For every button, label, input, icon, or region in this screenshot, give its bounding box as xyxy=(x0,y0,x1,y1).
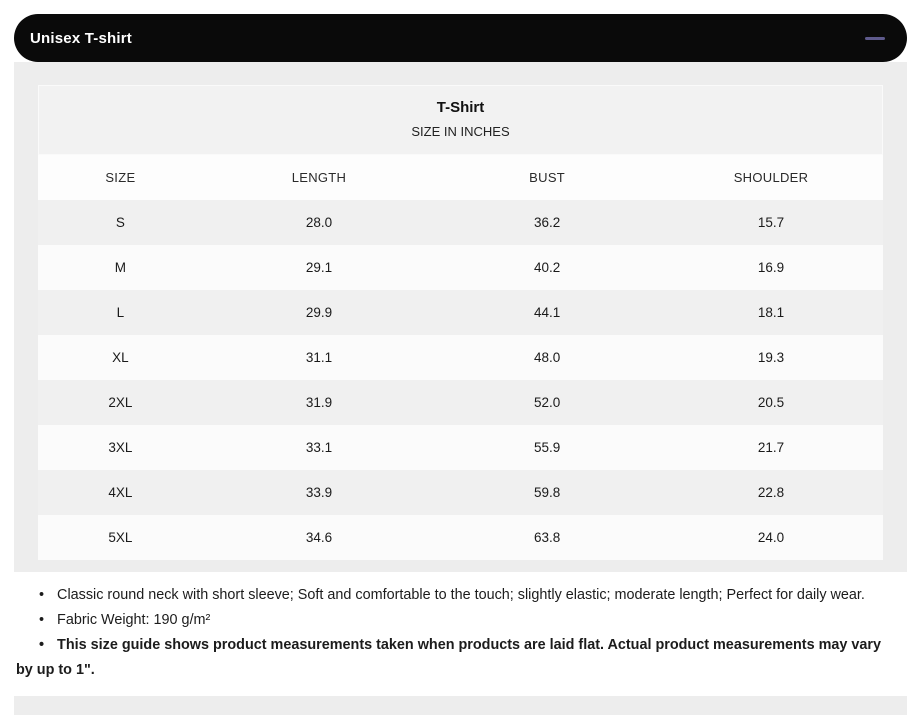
cell-size: XL xyxy=(112,350,129,365)
table-row: 4XL 33.9 59.8 22.8 xyxy=(38,470,883,515)
cell-size: L xyxy=(116,305,125,320)
note-text: This size guide shows product measuremen… xyxy=(16,637,882,678)
note-item: Classic round neck with short sleeve; So… xyxy=(16,583,895,608)
column-header-length: LENGTH xyxy=(291,170,347,185)
table-row: XL 31.1 48.0 19.3 xyxy=(38,335,883,380)
cell-length: 28.0 xyxy=(305,215,333,230)
cell-bust: 48.0 xyxy=(533,350,561,365)
note-item: This size guide shows product measuremen… xyxy=(16,633,895,683)
accordion-title: Unisex T-shirt xyxy=(30,29,132,47)
product-notes-card: Classic round neck with short sleeve; So… xyxy=(14,572,907,696)
column-header-bust: BUST xyxy=(529,170,566,185)
cell-shoulder: 20.5 xyxy=(757,395,785,410)
cell-size: M xyxy=(114,260,126,275)
cell-shoulder: 24.0 xyxy=(757,530,785,545)
column-header-shoulder: SHOULDER xyxy=(733,170,809,185)
column-header-row: SIZE LENGTH BUST SHOULDER xyxy=(38,155,883,200)
cell-shoulder: 16.9 xyxy=(757,260,785,275)
size-chart-title: T-Shirt xyxy=(436,99,485,116)
size-chart: T-Shirt SIZE IN INCHES SIZE LENGTH BUST … xyxy=(38,85,883,560)
cell-length: 29.1 xyxy=(305,260,333,275)
cell-length: 29.9 xyxy=(305,305,333,320)
cell-bust: 59.8 xyxy=(533,485,561,500)
accordion-header[interactable]: Unisex T-shirt xyxy=(14,14,907,62)
product-notes-list: Classic round neck with short sleeve; So… xyxy=(16,583,895,683)
cell-bust: 63.8 xyxy=(533,530,561,545)
size-guide-accordion: Unisex T-shirt T-Shirt SIZE IN INCHES SI… xyxy=(14,14,907,715)
note-item: Fabric Weight: 190 g/m² xyxy=(16,608,895,633)
table-row: L 29.9 44.1 18.1 xyxy=(38,290,883,335)
size-chart-header: T-Shirt SIZE IN INCHES xyxy=(38,85,883,155)
cell-size: 3XL xyxy=(108,440,133,455)
table-row: M 29.1 40.2 16.9 xyxy=(38,245,883,290)
note-text: Classic round neck with short sleeve; So… xyxy=(57,587,865,603)
cell-size: 5XL xyxy=(108,530,133,545)
cell-size: 4XL xyxy=(108,485,133,500)
cell-bust: 44.1 xyxy=(533,305,561,320)
cell-shoulder: 22.8 xyxy=(757,485,785,500)
table-row: S 28.0 36.2 15.7 xyxy=(38,200,883,245)
cell-shoulder: 19.3 xyxy=(757,350,785,365)
cell-shoulder: 18.1 xyxy=(757,305,785,320)
cell-bust: 55.9 xyxy=(533,440,561,455)
cell-bust: 36.2 xyxy=(533,215,561,230)
cell-shoulder: 15.7 xyxy=(757,215,785,230)
table-row: 3XL 33.1 55.9 21.7 xyxy=(38,425,883,470)
accordion-body: T-Shirt SIZE IN INCHES SIZE LENGTH BUST … xyxy=(14,62,907,715)
cell-bust: 40.2 xyxy=(533,260,561,275)
collapse-minus-icon[interactable] xyxy=(865,36,885,40)
cell-length: 31.9 xyxy=(305,395,333,410)
cell-length: 31.1 xyxy=(305,350,333,365)
cell-bust: 52.0 xyxy=(533,395,561,410)
size-chart-body: S 28.0 36.2 15.7 M 29.1 40.2 16.9 L xyxy=(38,200,883,560)
cell-shoulder: 21.7 xyxy=(757,440,785,455)
table-row: 2XL 31.9 52.0 20.5 xyxy=(38,380,883,425)
size-chart-subtitle: SIZE IN INCHES xyxy=(411,124,510,139)
note-text: Fabric Weight: 190 g/m² xyxy=(57,612,211,628)
table-row: 5XL 34.6 63.8 24.0 xyxy=(38,515,883,560)
cell-length: 33.9 xyxy=(305,485,333,500)
cell-size: S xyxy=(115,215,125,230)
cell-size: 2XL xyxy=(108,395,133,410)
cell-length: 34.6 xyxy=(305,530,333,545)
column-header-size: SIZE xyxy=(105,170,136,185)
cell-length: 33.1 xyxy=(305,440,333,455)
